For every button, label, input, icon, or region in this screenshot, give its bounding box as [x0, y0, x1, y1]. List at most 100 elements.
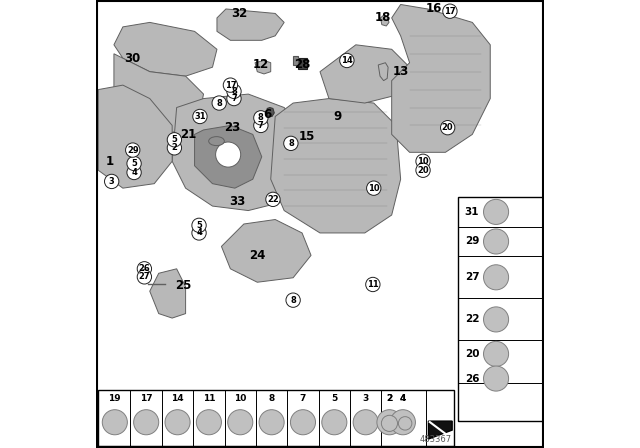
- Text: 22: 22: [267, 195, 279, 204]
- Text: 10: 10: [234, 394, 246, 403]
- Circle shape: [192, 226, 206, 240]
- Circle shape: [416, 163, 430, 177]
- Text: 14: 14: [341, 56, 353, 65]
- Circle shape: [193, 109, 207, 124]
- Circle shape: [227, 91, 241, 106]
- Text: 13: 13: [392, 65, 409, 78]
- Circle shape: [390, 409, 415, 435]
- Text: 8: 8: [216, 99, 222, 108]
- Text: 17: 17: [444, 7, 456, 16]
- Text: 11: 11: [367, 280, 379, 289]
- Circle shape: [228, 409, 253, 435]
- Circle shape: [484, 199, 509, 224]
- Circle shape: [484, 341, 509, 366]
- Circle shape: [216, 142, 241, 167]
- Text: 28: 28: [294, 58, 310, 72]
- Circle shape: [127, 156, 141, 171]
- Text: 31: 31: [194, 112, 205, 121]
- Polygon shape: [392, 4, 490, 152]
- Text: 22: 22: [465, 314, 479, 324]
- Ellipse shape: [209, 137, 225, 146]
- Circle shape: [196, 409, 221, 435]
- Circle shape: [104, 174, 119, 189]
- Circle shape: [253, 118, 268, 133]
- Text: 9: 9: [334, 110, 342, 123]
- Polygon shape: [195, 125, 262, 188]
- Polygon shape: [380, 15, 389, 26]
- Circle shape: [266, 192, 280, 207]
- Text: 11: 11: [203, 394, 215, 403]
- Text: 8: 8: [291, 296, 296, 305]
- Text: 1: 1: [106, 155, 113, 168]
- Text: 4: 4: [400, 394, 406, 403]
- Text: 32: 32: [231, 7, 248, 20]
- Circle shape: [381, 415, 397, 431]
- Text: 21: 21: [180, 128, 196, 141]
- Circle shape: [340, 53, 354, 68]
- Text: 33: 33: [229, 195, 245, 208]
- Text: 23: 23: [225, 121, 241, 134]
- Text: 31: 31: [465, 207, 479, 217]
- Text: 5: 5: [172, 135, 177, 144]
- Circle shape: [322, 409, 347, 435]
- Circle shape: [125, 143, 140, 157]
- Text: 2: 2: [387, 394, 392, 403]
- Circle shape: [284, 136, 298, 151]
- Text: 24: 24: [249, 249, 266, 262]
- Polygon shape: [98, 85, 172, 188]
- Text: 20: 20: [465, 349, 479, 359]
- Circle shape: [484, 307, 509, 332]
- Text: 10: 10: [368, 184, 380, 193]
- Circle shape: [367, 181, 381, 195]
- Polygon shape: [428, 421, 452, 439]
- Bar: [98, 390, 454, 446]
- Circle shape: [416, 154, 430, 168]
- Circle shape: [192, 218, 206, 233]
- Text: 4: 4: [131, 168, 137, 177]
- Text: 27: 27: [139, 272, 150, 281]
- Polygon shape: [298, 58, 307, 69]
- Text: 25: 25: [175, 279, 191, 293]
- Text: 17: 17: [225, 81, 236, 90]
- Circle shape: [484, 366, 509, 391]
- Text: 20: 20: [442, 123, 454, 132]
- Text: 2: 2: [172, 143, 177, 152]
- Text: 27: 27: [465, 272, 479, 282]
- Text: 5: 5: [332, 394, 337, 403]
- Text: 17: 17: [140, 394, 152, 403]
- Circle shape: [223, 78, 237, 92]
- Polygon shape: [271, 99, 401, 233]
- Text: 26: 26: [465, 374, 479, 383]
- Text: 5: 5: [131, 159, 137, 168]
- Bar: [458, 197, 543, 421]
- Text: 12: 12: [253, 58, 269, 72]
- Text: 6: 6: [263, 108, 271, 121]
- Circle shape: [291, 409, 316, 435]
- Text: 483367: 483367: [419, 435, 451, 444]
- Circle shape: [484, 265, 509, 290]
- Circle shape: [212, 96, 227, 110]
- Circle shape: [253, 111, 268, 125]
- Circle shape: [443, 4, 457, 18]
- Polygon shape: [221, 220, 311, 282]
- Polygon shape: [378, 63, 388, 81]
- Circle shape: [353, 409, 378, 435]
- Polygon shape: [150, 269, 186, 318]
- Polygon shape: [114, 22, 217, 76]
- Circle shape: [165, 409, 190, 435]
- Polygon shape: [114, 54, 204, 134]
- Circle shape: [134, 409, 159, 435]
- Text: 26: 26: [138, 264, 150, 273]
- Text: 14: 14: [172, 394, 184, 403]
- Polygon shape: [172, 94, 302, 211]
- Text: 4: 4: [196, 228, 202, 237]
- Circle shape: [440, 121, 455, 135]
- Text: 4: 4: [400, 394, 406, 403]
- Circle shape: [227, 84, 241, 99]
- Polygon shape: [293, 56, 298, 65]
- Circle shape: [102, 409, 127, 435]
- Circle shape: [137, 262, 152, 276]
- Text: 15: 15: [298, 130, 315, 143]
- Text: 2: 2: [387, 394, 392, 403]
- Text: 10: 10: [417, 157, 429, 166]
